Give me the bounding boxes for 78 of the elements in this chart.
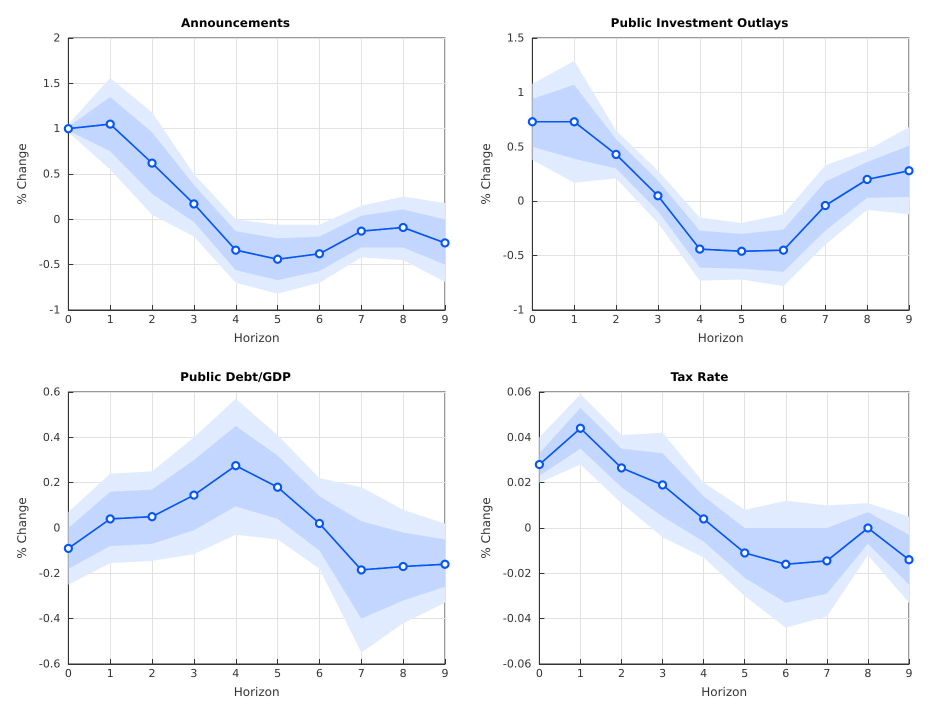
chart-title: Tax Rate (670, 370, 728, 384)
x-tick-label: 6 (782, 667, 790, 680)
x-tick-label: 0 (64, 313, 72, 326)
y-tick-label: 0.4 (42, 430, 60, 444)
y-axis-title: % Change (15, 497, 29, 559)
y-tick-label: -0.6 (38, 658, 60, 670)
x-tick-label: 7 (823, 667, 830, 680)
x-tick-label: 3 (659, 667, 666, 680)
y-tick-label: -0.4 (38, 612, 60, 626)
x-tick-label: 5 (738, 313, 746, 326)
x-tick-label: 2 (148, 667, 156, 680)
x-tick-label: 5 (274, 313, 282, 326)
x-tick-label: 9 (906, 313, 912, 326)
x-tick-label: 6 (316, 313, 323, 326)
x-tick-label: 8 (864, 313, 871, 326)
y-tick-label: 1 (53, 122, 60, 136)
y-tick-label: 0.04 (506, 430, 532, 444)
chart-title: Announcements (180, 16, 290, 30)
x-tick-label: 9 (442, 313, 448, 326)
x-tick-label: 1 (570, 313, 578, 326)
y-axis-title: % Change (479, 497, 493, 559)
x-tick-label: 6 (316, 667, 323, 680)
y-tick-label: -0.5 (502, 249, 524, 262)
x-tick-label: 6 (780, 313, 787, 326)
y-tick-label: 0.5 (42, 168, 60, 180)
x-axis-title: Horizon (234, 685, 280, 699)
x-tick-label: 0 (536, 667, 543, 680)
y-tick-label: 0.02 (506, 476, 532, 490)
y-tick-label: 1 (517, 86, 524, 99)
x-axis-title: Horizon (701, 685, 748, 699)
x-tick-label: 7 (822, 313, 829, 326)
x-tick-label: 1 (106, 667, 114, 680)
x-tick-label: 9 (442, 667, 448, 680)
x-axis-title: Horizon (698, 331, 744, 345)
y-tick-label: 1.5 (42, 76, 60, 90)
x-tick-label: 7 (358, 313, 365, 326)
x-tick-label: 3 (654, 313, 662, 326)
x-tick-label: 7 (358, 667, 365, 680)
x-tick-label: 4 (232, 667, 240, 680)
x-axis-title: Horizon (234, 331, 280, 345)
x-tick-label: 4 (700, 667, 708, 680)
y-tick-label: -0.5 (38, 258, 60, 272)
y-tick-label: 1.5 (506, 32, 524, 44)
y-tick-label: 0 (517, 194, 524, 208)
y-tick-label: -0.2 (38, 566, 60, 580)
x-tick-label: 1 (576, 667, 584, 680)
x-tick-label: 2 (618, 667, 626, 680)
x-tick-label: 2 (612, 313, 620, 326)
y-tick-label: 2 (53, 32, 60, 44)
y-axis-title: % Change (479, 143, 493, 205)
x-tick-label: 5 (274, 667, 282, 680)
y-tick-label: 0 (53, 522, 60, 534)
chart-title: Public Debt/GDP (180, 370, 292, 384)
x-tick-label: 8 (864, 667, 872, 680)
y-tick-label: 0.2 (42, 476, 60, 490)
y-tick-label: -1 (49, 304, 60, 316)
chart-title: Public Investment Outlays (610, 16, 788, 30)
y-tick-label: 0 (53, 212, 60, 226)
y-tick-label: -1 (513, 304, 524, 316)
y-tick-label: 0.6 (42, 386, 60, 398)
x-tick-label: 8 (400, 667, 407, 680)
y-tick-label: -0.02 (502, 566, 532, 580)
x-tick-label: 9 (906, 667, 912, 680)
y-axis-title: % Change (15, 143, 29, 205)
x-tick-label: 3 (190, 667, 198, 680)
y-tick-label: -0.06 (502, 658, 532, 670)
y-tick-label: 0 (524, 522, 532, 534)
x-tick-label: 0 (64, 667, 72, 680)
x-tick-label: 3 (190, 313, 198, 326)
x-tick-label: 2 (148, 313, 156, 326)
x-tick-label: 8 (400, 313, 407, 326)
x-tick-label: 4 (232, 313, 240, 326)
x-tick-label: 5 (741, 667, 748, 680)
y-tick-label: 0.06 (506, 386, 532, 398)
x-tick-label: 1 (106, 313, 114, 326)
x-tick-label: 4 (696, 313, 704, 326)
y-tick-label: 0.5 (506, 140, 524, 154)
y-tick-label: -0.04 (502, 612, 532, 626)
